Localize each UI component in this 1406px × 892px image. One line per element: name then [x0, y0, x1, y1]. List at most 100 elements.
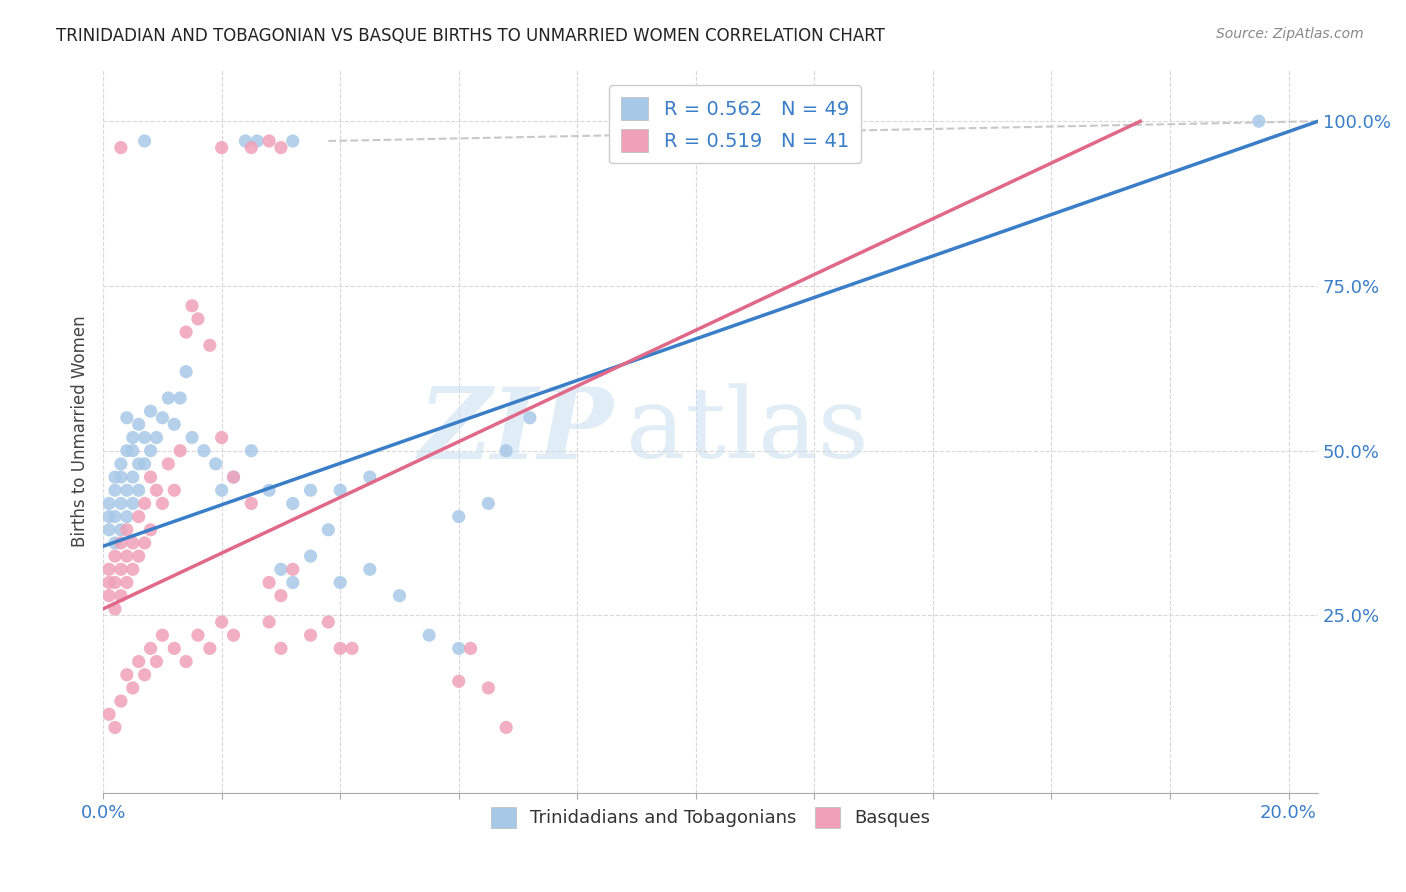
- Point: [240, 140, 263, 154]
- Point: [145, 430, 167, 444]
- Point: [139, 443, 162, 458]
- Point: [174, 655, 197, 669]
- Point: [110, 523, 132, 537]
- Point: [163, 483, 186, 498]
- Point: [121, 536, 143, 550]
- Point: [104, 549, 127, 563]
- Point: [270, 562, 292, 576]
- Point: [104, 721, 127, 735]
- Point: [121, 681, 143, 695]
- Point: [169, 443, 191, 458]
- Point: [152, 628, 174, 642]
- Point: [477, 496, 499, 510]
- Point: [460, 641, 482, 656]
- Point: [134, 457, 156, 471]
- Point: [128, 655, 150, 669]
- Point: [98, 575, 121, 590]
- Y-axis label: Births to Unmarried Women: Births to Unmarried Women: [72, 315, 89, 547]
- Point: [418, 628, 440, 642]
- Point: [174, 325, 197, 339]
- Point: [299, 549, 322, 563]
- Point: [169, 391, 191, 405]
- Point: [222, 628, 245, 642]
- Point: [110, 140, 132, 154]
- Point: [145, 483, 167, 498]
- Point: [115, 443, 138, 458]
- Point: [157, 391, 180, 405]
- Point: [329, 483, 352, 498]
- Point: [222, 470, 245, 484]
- Point: [145, 655, 167, 669]
- Point: [240, 496, 263, 510]
- Point: [121, 443, 143, 458]
- Point: [115, 575, 138, 590]
- Point: [198, 338, 221, 352]
- Point: [299, 483, 322, 498]
- Point: [211, 483, 233, 498]
- Point: [174, 365, 197, 379]
- Point: [359, 470, 381, 484]
- Point: [388, 589, 411, 603]
- Point: [152, 410, 174, 425]
- Point: [121, 470, 143, 484]
- Point: [98, 707, 121, 722]
- Point: [104, 470, 127, 484]
- Point: [270, 140, 292, 154]
- Point: [246, 134, 269, 148]
- Point: [318, 615, 340, 629]
- Point: [110, 562, 132, 576]
- Point: [104, 483, 127, 498]
- Point: [270, 641, 292, 656]
- Point: [519, 410, 541, 425]
- Point: [281, 575, 304, 590]
- Point: [104, 509, 127, 524]
- Point: [187, 628, 209, 642]
- Point: [98, 589, 121, 603]
- Point: [447, 509, 470, 524]
- Point: [115, 509, 138, 524]
- Point: [121, 496, 143, 510]
- Point: [211, 615, 233, 629]
- Point: [110, 589, 132, 603]
- Text: atlas: atlas: [626, 383, 869, 479]
- Point: [181, 430, 204, 444]
- Point: [163, 641, 186, 656]
- Point: [447, 674, 470, 689]
- Point: [115, 667, 138, 681]
- Point: [257, 483, 280, 498]
- Point: [329, 575, 352, 590]
- Point: [110, 470, 132, 484]
- Point: [110, 496, 132, 510]
- Point: [281, 562, 304, 576]
- Point: [299, 628, 322, 642]
- Point: [115, 483, 138, 498]
- Text: Source: ZipAtlas.com: Source: ZipAtlas.com: [1216, 27, 1364, 41]
- Text: TRINIDADIAN AND TOBAGONIAN VS BASQUE BIRTHS TO UNMARRIED WOMEN CORRELATION CHART: TRINIDADIAN AND TOBAGONIAN VS BASQUE BIR…: [56, 27, 886, 45]
- Point: [1247, 114, 1270, 128]
- Point: [181, 299, 204, 313]
- Point: [257, 615, 280, 629]
- Point: [240, 443, 263, 458]
- Point: [134, 134, 156, 148]
- Text: ZIP: ZIP: [419, 383, 613, 479]
- Point: [115, 410, 138, 425]
- Point: [152, 496, 174, 510]
- Point: [447, 641, 470, 656]
- Point: [187, 312, 209, 326]
- Point: [110, 694, 132, 708]
- Point: [340, 641, 363, 656]
- Point: [104, 536, 127, 550]
- Point: [281, 134, 304, 148]
- Point: [98, 496, 121, 510]
- Point: [134, 667, 156, 681]
- Point: [157, 457, 180, 471]
- Point: [198, 641, 221, 656]
- Point: [329, 641, 352, 656]
- Point: [128, 483, 150, 498]
- Point: [495, 721, 517, 735]
- Point: [98, 562, 121, 576]
- Point: [318, 523, 340, 537]
- Point: [477, 681, 499, 695]
- Point: [281, 496, 304, 510]
- Legend: Trinidadians and Tobagonians, Basques: Trinidadians and Tobagonians, Basques: [484, 800, 938, 835]
